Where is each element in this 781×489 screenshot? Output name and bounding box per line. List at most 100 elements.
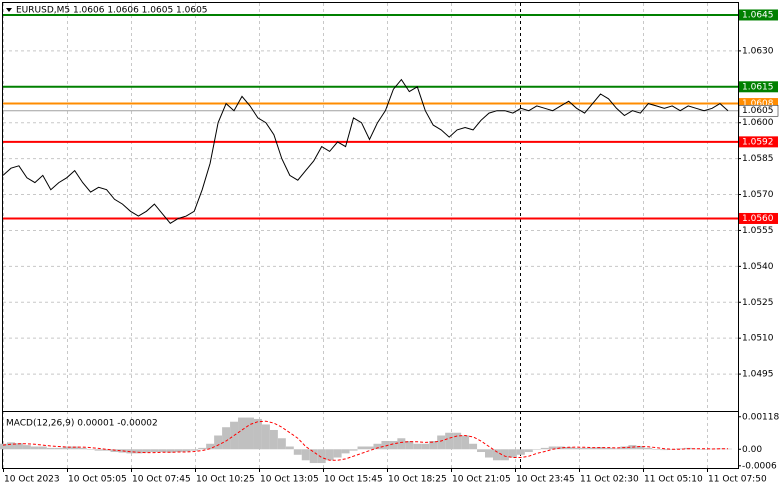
macd-bar	[0, 443, 7, 450]
y-tick-label: 1.0570	[742, 190, 774, 200]
level-label-box	[738, 104, 779, 117]
x-tick-label: 10 Oct 13:05	[260, 475, 319, 485]
y-tick-label: 0.00	[742, 445, 762, 455]
macd-bar	[477, 449, 486, 453]
macd-bar	[222, 427, 231, 450]
macd-bar	[365, 446, 374, 450]
macd-bar	[532, 449, 541, 450]
macd-bar	[604, 447, 613, 450]
macd-bar	[150, 449, 159, 453]
level-label-box	[739, 98, 778, 110]
macd-bar	[206, 443, 215, 450]
macd-bar	[556, 446, 565, 450]
macd-bar	[349, 449, 358, 451]
macd-bar	[134, 449, 143, 454]
macd-bar	[309, 449, 318, 464]
macd-bar	[158, 449, 167, 453]
macd-bar	[293, 449, 302, 455]
macd-bar	[325, 449, 334, 461]
macd-bar	[277, 438, 286, 450]
macd-bar	[644, 447, 653, 450]
macd-bar	[580, 447, 589, 450]
macd-bar	[30, 446, 39, 450]
macd-bar	[508, 449, 517, 458]
x-tick-label: 10 Oct 05:05	[68, 475, 127, 485]
macd-bar	[588, 447, 597, 450]
macd-bar	[333, 449, 342, 458]
macd-bar	[524, 449, 533, 453]
x-tick-label: 11 Oct 05:10	[644, 475, 703, 485]
macd-bar	[102, 449, 111, 451]
macd-bar	[245, 417, 254, 450]
price-line	[2, 78, 729, 224]
level-label-box	[739, 81, 778, 93]
macd-bar	[110, 449, 119, 453]
x-tick-label: 10 Oct 23:45	[516, 475, 575, 485]
signal-line	[2, 420, 728, 461]
macd-bar	[238, 417, 246, 450]
macd-bar	[492, 449, 501, 461]
macd-bar	[540, 447, 549, 450]
macd-bar	[445, 432, 454, 450]
macd-bar	[405, 441, 414, 450]
y-tick-label: -0.0006	[742, 461, 777, 471]
macd-bar	[692, 448, 701, 450]
x-tick-label: 10 Oct 07:45	[132, 475, 191, 485]
level-label: 1.0608	[742, 99, 774, 109]
y-tick-label: 1.0510	[742, 334, 774, 344]
macd-bar	[676, 448, 685, 450]
macd-bar	[421, 443, 430, 450]
macd-bar	[453, 432, 462, 450]
macd-bar	[190, 449, 199, 451]
macd-bar	[516, 449, 525, 455]
macd-bar	[78, 447, 87, 450]
macd-bar	[437, 435, 446, 450]
macd-bar	[596, 447, 605, 450]
macd-title: MACD(12,26,9) 0.00001 -0.00002	[6, 419, 158, 429]
macd-bar	[182, 449, 191, 452]
level-label-box	[739, 136, 778, 148]
macd-bar	[485, 449, 493, 458]
level-label-box	[739, 9, 778, 21]
macd-bar	[6, 442, 15, 450]
level-label: 1.0560	[742, 214, 774, 224]
macd-bar	[389, 441, 398, 450]
macd-bar	[700, 449, 709, 450]
macd-bar	[22, 445, 31, 450]
macd-bar	[166, 449, 175, 453]
macd-bar	[174, 449, 183, 453]
macd-bar	[94, 449, 103, 451]
macd-bar	[14, 443, 23, 450]
y-tick-label: 0.00118	[742, 412, 779, 422]
plot-frame	[2, 2, 739, 469]
macd-bar	[285, 446, 294, 450]
y-tick-label: 1.0585	[742, 154, 774, 164]
macd-bar	[70, 446, 79, 450]
macd-bar	[397, 438, 406, 450]
macd-bar	[142, 449, 151, 453]
y-tick-label: 1.0630	[742, 46, 774, 56]
macd-bar	[461, 435, 470, 450]
y-tick-label: 1.0600	[742, 118, 774, 128]
macd-bar	[253, 418, 262, 450]
x-tick-label: 10 Oct 21:05	[452, 475, 511, 485]
level-label: 1.0592	[742, 137, 774, 147]
macd-bar	[716, 448, 725, 450]
x-tick-label: 10 Oct 18:25	[388, 475, 447, 485]
x-tick-label: 10 Oct 2023	[4, 475, 60, 485]
macd-bar	[500, 449, 509, 461]
macd-bar	[86, 449, 95, 450]
macd-bar	[381, 441, 390, 450]
macd-bar	[317, 449, 326, 464]
macd-bar	[62, 446, 71, 450]
menu-triangle	[6, 8, 12, 12]
macd-bar	[198, 447, 207, 450]
macd-bar	[118, 449, 127, 453]
level-label: 1.0605	[742, 106, 774, 116]
macd-bar	[373, 443, 382, 450]
macd-bar	[46, 447, 55, 450]
macd-bar	[413, 443, 422, 450]
macd-bar	[261, 424, 270, 450]
